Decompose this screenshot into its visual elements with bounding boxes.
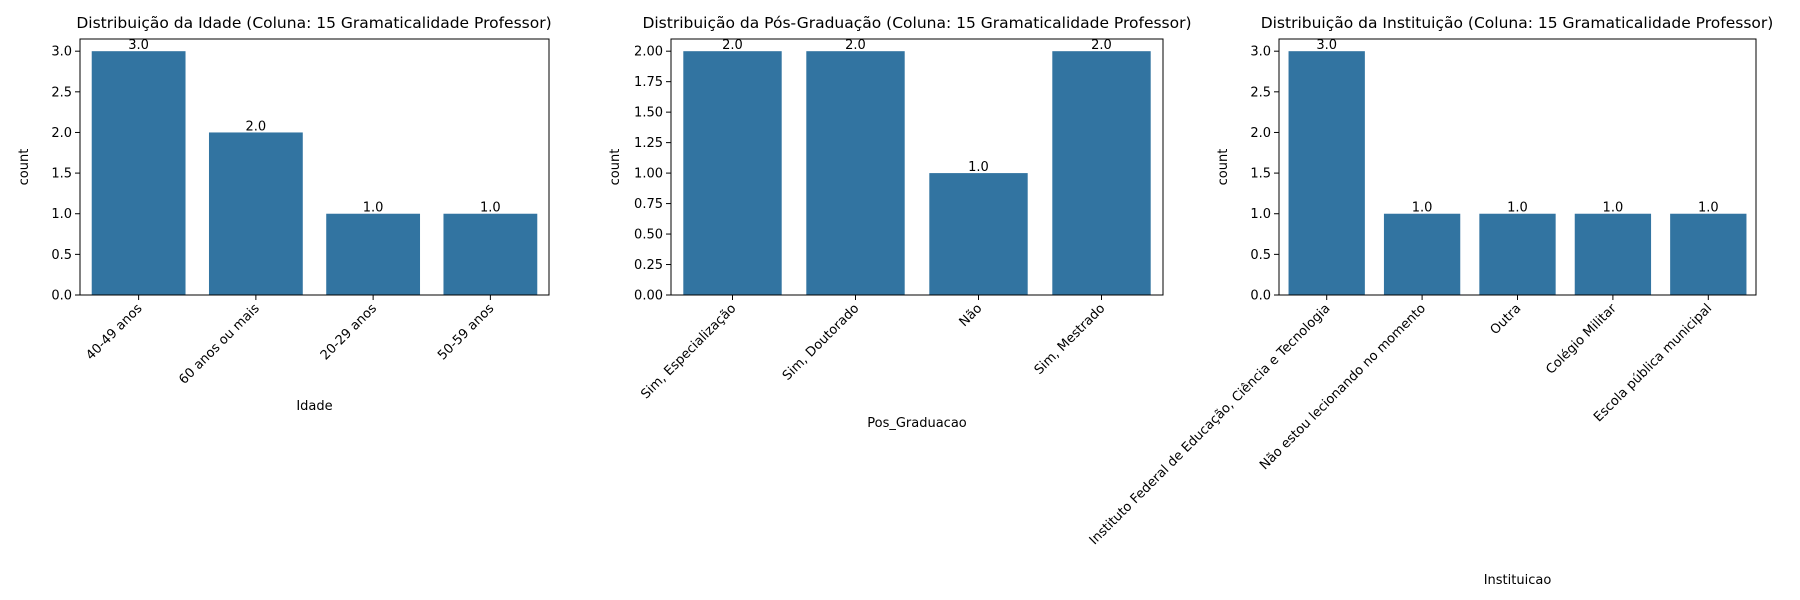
y-tick-label: 2.5 — [1250, 85, 1271, 100]
chart-title: Distribuição da Instituição (Coluna: 15 … — [1261, 14, 1774, 32]
bar-value-label: 3.0 — [1316, 38, 1337, 53]
bar-value-label: 1.0 — [968, 160, 989, 175]
y-tick-label: 1.75 — [634, 75, 663, 90]
bar — [929, 173, 1028, 295]
y-tick-label: 1.5 — [51, 167, 72, 182]
chart-panel-2: 2.0 2.0 1.0 2.0 0.00 0.25 0.50 0.75 1.00 1.25 1.50… — [608, 14, 1192, 431]
bar — [806, 51, 905, 295]
y-tick-label: 0.25 — [634, 258, 663, 273]
x-tick-label: 20-29 anos — [318, 301, 380, 363]
x-tick-label: Sim, Especialização — [638, 301, 739, 402]
bar-value-label: 2.0 — [845, 38, 866, 53]
x-tick-label: Não — [957, 301, 986, 330]
y-tick-label: 1.0 — [1250, 207, 1271, 222]
axes-frame — [670, 38, 1164, 296]
x-tick-label: Colégio Militar — [1543, 301, 1620, 378]
y-tick-label: 1.50 — [634, 106, 663, 121]
bar-value-label: 1.0 — [363, 201, 384, 216]
x-tick-label: Outra — [1488, 301, 1525, 338]
bar — [91, 51, 186, 295]
x-tick-label: Sim, Mestrado — [1032, 301, 1109, 378]
y-axis-label: count — [608, 149, 623, 186]
y-axis-label: count — [1216, 149, 1231, 186]
y-tick-label: 1.5 — [1250, 167, 1271, 182]
y-tick-label: 2.0 — [51, 126, 72, 141]
y-tick-label: 0.5 — [51, 248, 72, 263]
y-tick-label: 0.0 — [1250, 289, 1271, 304]
chart-title: Distribuição da Pós-Graduação (Coluna: 1… — [642, 14, 1191, 32]
x-tick-label: Não estou lecionando no momento — [1257, 301, 1429, 473]
chart-panel-3: 3.0 1.0 1.0 1.0 1.0 0.0 0.5 1.0 1.5 2.0 2.5 3.0 Inst… — [1087, 14, 1774, 588]
y-tick-label: 3.0 — [1250, 45, 1271, 60]
bar — [326, 213, 421, 295]
y-tick-label: 2.0 — [1250, 126, 1271, 141]
bar-value-label: 1.0 — [1698, 201, 1719, 216]
bar — [1574, 213, 1652, 295]
bar-value-label: 2.0 — [1091, 38, 1112, 53]
y-tick-label: 3.0 — [51, 45, 72, 60]
bar-value-label: 1.0 — [1603, 201, 1624, 216]
bar-value-label: 1.0 — [1507, 201, 1528, 216]
y-axis-label: count — [17, 149, 32, 186]
y-tick-label: 1.00 — [634, 167, 663, 182]
x-axis-label: Pos_Graduacao — [867, 416, 967, 431]
y-tick-label: 0.5 — [1250, 248, 1271, 263]
y-tick-label: 0.00 — [634, 289, 663, 304]
bar — [1670, 213, 1747, 295]
bar — [208, 132, 303, 295]
bar — [1288, 51, 1365, 295]
x-tick-label: 50-59 anos — [435, 301, 497, 363]
x-axis-label: Instituicao — [1484, 573, 1552, 588]
y-tick-label: 0.0 — [51, 289, 72, 304]
y-tick-label: 2.5 — [51, 85, 72, 100]
y-tick-label: 2.00 — [634, 45, 663, 60]
y-tick-label: 1.25 — [634, 136, 663, 151]
y-tick-label: 0.75 — [634, 197, 663, 212]
bar-value-label: 1.0 — [480, 201, 501, 216]
bar — [1052, 51, 1151, 295]
bar — [443, 213, 538, 295]
y-tick-label: 1.0 — [51, 207, 72, 222]
chart-title: Distribuição da Idade (Coluna: 15 Gramat… — [76, 14, 551, 32]
bar — [683, 51, 782, 295]
chart-panel-1: 3.0 2.0 1.0 1.0 0.0 0.5 1.0 1.5 2.0 2.5 3.0 40-49 a… — [17, 14, 552, 414]
bar-value-label: 1.0 — [1412, 201, 1433, 216]
x-tick-label: 60 anos ou mais — [176, 301, 262, 387]
bar-value-label: 2.0 — [722, 38, 743, 53]
bar — [1383, 213, 1461, 295]
bar — [1479, 213, 1556, 295]
x-tick-label: Sim, Doutorado — [780, 301, 862, 383]
bar-value-label: 3.0 — [128, 38, 149, 53]
x-tick-label: 40-49 anos — [83, 301, 145, 363]
x-axis-label: Idade — [296, 399, 332, 414]
axes-frame — [79, 38, 550, 296]
bar-value-label: 2.0 — [246, 119, 267, 134]
y-tick-label: 0.50 — [634, 228, 663, 243]
